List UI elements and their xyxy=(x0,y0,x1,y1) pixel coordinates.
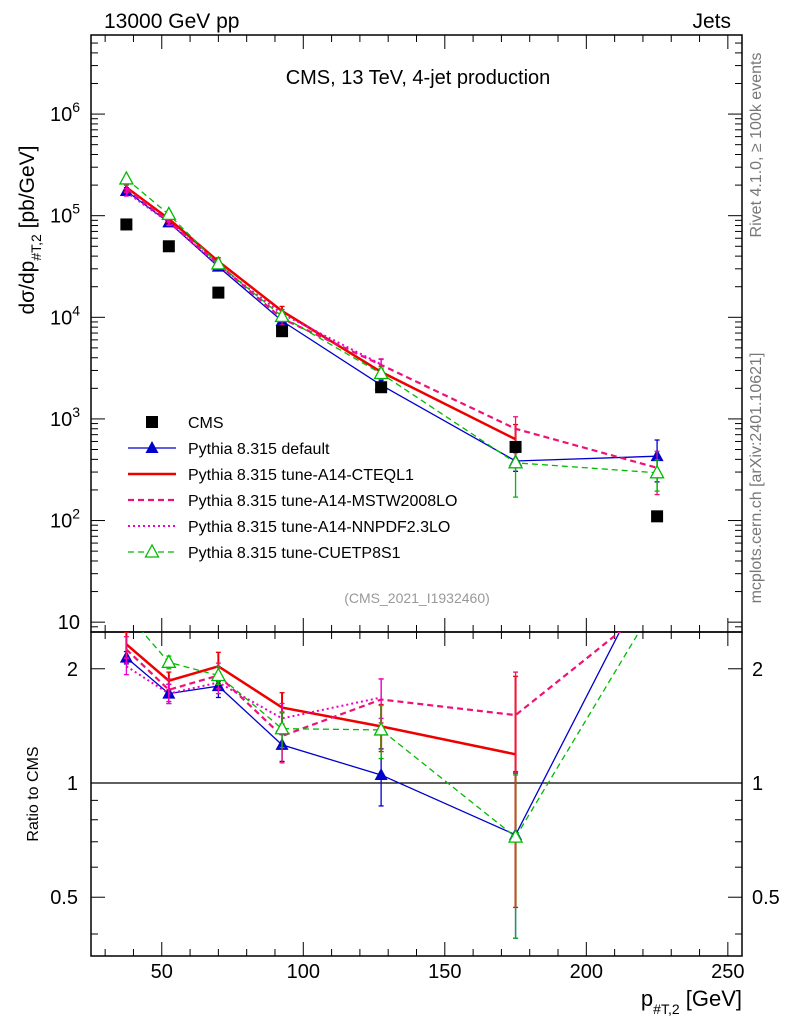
ratio-y-tick-label: 0.5 xyxy=(50,887,78,909)
main-point-data xyxy=(651,510,664,523)
legend-entry-cteql1: Pythia 8.315 tune-A14-CTEQL1 xyxy=(128,467,414,484)
legend-marker-data xyxy=(146,416,158,428)
x-tick-label: 50 xyxy=(151,961,173,983)
y-tick-label: 103 xyxy=(50,404,80,431)
y-tick-label: 104 xyxy=(50,302,80,329)
ratio-plot-frame xyxy=(90,631,743,957)
legend-label: Pythia 8.315 tune-CUETP8S1 xyxy=(188,545,401,562)
ratio-y-tick-label: 1 xyxy=(67,773,78,795)
analysis-id-label: (CMS_2021_I1932460) xyxy=(344,590,490,606)
x-tick-label: 200 xyxy=(570,961,603,983)
legend-label: Pythia 8.315 tune-A14-MSTW2008LO xyxy=(188,493,457,510)
main-point-cuetp xyxy=(649,464,665,479)
legend-label: CMS xyxy=(188,415,224,432)
legend-entry-default: Pythia 8.315 default xyxy=(128,441,330,458)
main-series-default xyxy=(119,183,664,483)
ratio-point-cuetp xyxy=(507,828,524,843)
ratio-y-tick-label-right: 0.5 xyxy=(752,887,780,909)
ratio-point-cuetp xyxy=(210,667,226,682)
legend-label: Pythia 8.315 default xyxy=(188,441,330,458)
y-tick-label: 10 xyxy=(58,612,80,634)
ratio-y-axis-title: Ratio to CMS xyxy=(25,746,42,841)
ratio-y-tick-label: 2 xyxy=(67,659,78,681)
main-point-cuetp xyxy=(118,170,134,185)
ratio-line-nnpdf xyxy=(125,665,382,720)
x-axis-title: p#T,2 [GeV] xyxy=(641,986,742,1017)
ratio-series-default xyxy=(119,552,664,939)
ratio-series-layer xyxy=(119,552,664,939)
main-series-cuetp xyxy=(118,170,665,498)
header-left-label: 13000 GeV pp xyxy=(104,10,239,33)
main-y-axis-title: dσ/dp#T,2 [pb/GeV] xyxy=(16,145,44,314)
ratio-point-cuetp xyxy=(274,720,290,735)
ratio-point-default xyxy=(374,767,388,780)
ratio-series-cuetp xyxy=(120,595,664,939)
ratio-point-cuetp xyxy=(161,653,177,668)
legend-entry-nnpdf: Pythia 8.315 tune-A14-NNPDF2.3LO xyxy=(128,519,450,536)
ratio-point-cuetp xyxy=(373,721,389,736)
main-point-data xyxy=(375,381,388,394)
ratio-point-cuetp xyxy=(651,595,664,607)
ratio-y-tick-label-right: 1 xyxy=(752,773,763,795)
y-tick-label: 102 xyxy=(50,506,80,533)
ratio-series-cteql1 xyxy=(123,632,519,909)
legend-entry-mstw: Pythia 8.315 tune-A14-MSTW2008LO xyxy=(128,493,457,510)
main-plot-title: CMS, 13 TeV, 4-jet production xyxy=(286,67,551,89)
header-right-label: Jets xyxy=(692,10,731,33)
main-point-cuetp xyxy=(373,365,389,380)
main-point-cuetp xyxy=(507,454,524,469)
mcplots-label: mcplots.cern.ch [arXiv:2401.10621] xyxy=(748,353,765,604)
legend-marker-cuetp xyxy=(144,543,160,558)
main-panel: CMS, 13 TeV, 4-jet production (CMS_2021_… xyxy=(16,34,743,634)
main-line-cteql1 xyxy=(125,186,517,441)
x-axis: 50 100 150 200 250 xyxy=(104,35,745,983)
main-point-data xyxy=(120,218,133,231)
x-tick-label: 150 xyxy=(428,961,461,983)
ratio-y-axis: 0.5 0.5 1 1 2 2 xyxy=(50,659,780,935)
x-tick-label: 250 xyxy=(711,961,744,983)
legend: CMS Pythia 8.315 default Pythia 8.315 tune… xyxy=(128,415,457,562)
main-y-axis: 10 102 103 104 105 106 xyxy=(50,34,742,634)
main-point-data xyxy=(212,286,225,299)
legend-entry-cuetp: Pythia 8.315 tune-CUETP8S1 xyxy=(128,543,401,562)
ratio-y-tick-label-right: 2 xyxy=(752,659,763,681)
x-tick-label: 100 xyxy=(287,961,320,983)
ratio-point-default xyxy=(651,552,664,564)
rivet-version-label: Rivet 4.1.0, ≥ 100k events xyxy=(748,53,765,238)
main-point-cuetp xyxy=(210,255,226,270)
legend-label: Pythia 8.315 tune-A14-NNPDF2.3LO xyxy=(188,519,450,536)
legend-label: Pythia 8.315 tune-A14-CTEQL1 xyxy=(188,467,414,484)
main-point-cuetp xyxy=(161,206,177,221)
ratio-line-cuetp xyxy=(141,632,640,839)
main-plot-frame xyxy=(90,34,743,633)
legend-entry-data: CMS xyxy=(146,415,224,432)
main-point-cuetp xyxy=(274,308,290,323)
main-point-data xyxy=(162,240,175,253)
legend-marker-default xyxy=(145,441,159,453)
y-tick-label: 105 xyxy=(50,201,80,228)
y-tick-label: 106 xyxy=(50,99,80,126)
ratio-line-cteql1 xyxy=(125,643,516,756)
ratio-series-nnpdf xyxy=(123,657,384,736)
main-series-layer xyxy=(118,170,665,523)
main-point-data xyxy=(509,440,522,453)
main-series-data xyxy=(120,218,664,523)
ratio-point-cuetp xyxy=(120,606,133,618)
svg-text:dσ/dp#T,2 [pb/GeV]: dσ/dp#T,2 [pb/GeV] xyxy=(16,145,44,314)
main-point-data xyxy=(276,325,289,338)
main-series-cteql1 xyxy=(123,183,519,463)
